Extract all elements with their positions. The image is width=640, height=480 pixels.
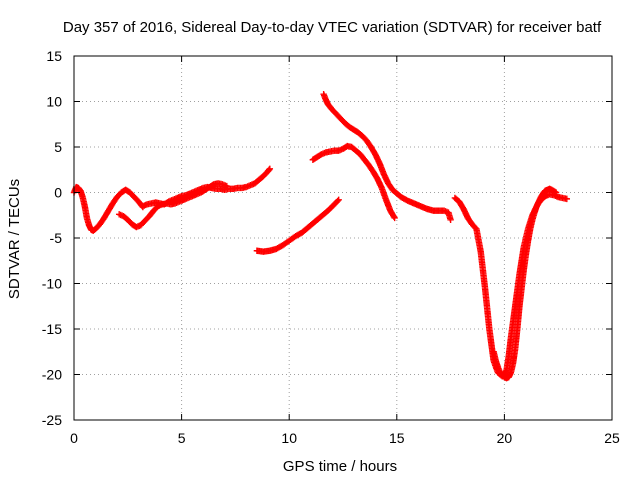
x-tick-label: 20 bbox=[497, 430, 513, 446]
y-tick-label: 0 bbox=[54, 185, 62, 201]
data-series bbox=[70, 91, 571, 382]
y-tick-label: 15 bbox=[46, 48, 62, 64]
data-point bbox=[334, 197, 341, 205]
x-axis-label: GPS time / hours bbox=[283, 458, 397, 475]
y-tick-label: -25 bbox=[42, 412, 62, 428]
series-track-6 bbox=[320, 91, 454, 223]
series-track-8 bbox=[490, 185, 560, 382]
y-tick-label: -5 bbox=[50, 230, 63, 246]
x-tick-label: 5 bbox=[178, 430, 186, 446]
data-point bbox=[563, 195, 571, 203]
series-track-7 bbox=[451, 191, 571, 380]
x-tick-label: 25 bbox=[604, 430, 620, 446]
axis-ticks: 0 5 10 15 20 25 -25 -20 -15 -10 -5 0 5 10 15 bbox=[42, 48, 620, 446]
data-point bbox=[335, 196, 342, 203]
x-tick-label: 10 bbox=[281, 430, 297, 446]
series-track-3 bbox=[139, 165, 274, 210]
y-axis-label: SDTVAR / TECUs bbox=[6, 179, 23, 299]
y-tick-label: 10 bbox=[46, 94, 62, 110]
x-tick-label: 15 bbox=[389, 430, 405, 446]
data-point bbox=[390, 213, 398, 220]
series-track-4 bbox=[253, 196, 342, 255]
data-point bbox=[391, 214, 398, 222]
data-point bbox=[266, 165, 274, 173]
series-track-2 bbox=[115, 180, 230, 231]
series-track-1 bbox=[70, 183, 147, 234]
y-tick-label: -10 bbox=[42, 276, 62, 292]
chart-title: Day 357 of 2016, Sidereal Day-to-day VTE… bbox=[63, 19, 602, 36]
y-tick-label: 5 bbox=[54, 139, 62, 155]
y-tick-label: -15 bbox=[42, 321, 62, 337]
series-track-5 bbox=[309, 142, 398, 222]
y-tick-label: -20 bbox=[42, 367, 62, 383]
data-point bbox=[447, 216, 454, 223]
data-point bbox=[265, 166, 273, 173]
data-point bbox=[552, 189, 560, 196]
x-tick-label: 0 bbox=[70, 430, 78, 446]
